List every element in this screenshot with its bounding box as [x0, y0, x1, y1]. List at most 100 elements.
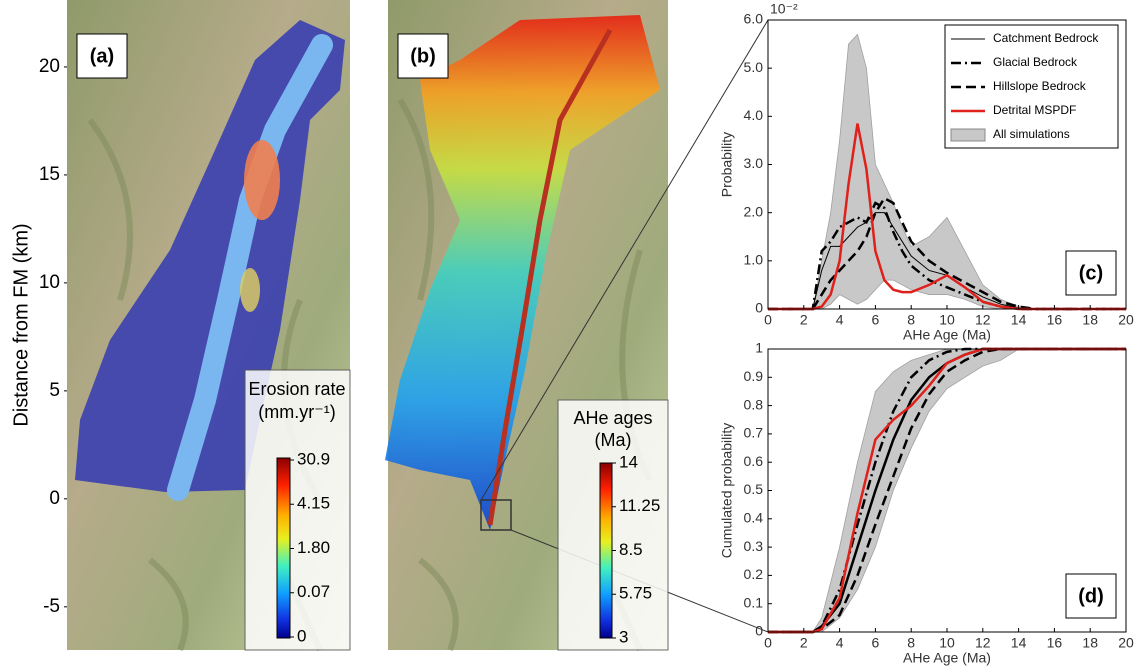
colorbar-tick-label: 4.15 [297, 494, 330, 513]
colorbar-tick-label: 0.07 [297, 582, 330, 601]
legend-label: Glacial Bedrock [993, 55, 1078, 69]
panel-label: (c) [1079, 262, 1103, 284]
legend-label: Catchment Bedrock [993, 31, 1099, 45]
y-tick-label: 1.0 [744, 252, 764, 268]
y-tick-label: 2.0 [744, 203, 764, 219]
y-tick-label: 0.2 [744, 566, 764, 582]
panel-label: (d) [1078, 585, 1104, 607]
band [768, 33, 1126, 310]
x-tick-label: 0 [764, 635, 772, 651]
colorbar-tick-label: 0 [297, 626, 306, 645]
relief [397, 98, 653, 652]
y-tick-label: 0.4 [744, 510, 764, 526]
y-tick-label: 0.7 [744, 425, 764, 441]
legend-label: Hillslope Bedrock [993, 79, 1087, 93]
y-axis-label: Distance from FM (km) [10, 223, 32, 426]
hotspot [240, 268, 260, 312]
panel-label: (a) [90, 45, 114, 67]
x-tick-label: 16 [1047, 635, 1063, 651]
line [768, 123, 1126, 311]
x-tick-label: 14 [1011, 312, 1027, 328]
colorbar-box [244, 369, 351, 651]
x-axis-label: AHe Age (Ma) [903, 327, 991, 343]
y-tick-label: -5 [43, 596, 60, 617]
x-tick-label: 8 [907, 312, 915, 328]
x-tick-label: 0 [764, 312, 772, 328]
colorbar-tick-label: 5.75 [619, 584, 652, 603]
hotspot [244, 140, 280, 220]
y-tick-label: 0 [49, 488, 60, 509]
y-tick-label: 20 [39, 56, 60, 77]
x-tick-label: 8 [907, 635, 915, 651]
y-tick-label: 0.1 [744, 594, 764, 610]
line [768, 196, 1126, 311]
y-tick-label: 1 [755, 340, 763, 356]
valley [487, 28, 613, 526]
colorbar-box [557, 399, 669, 651]
colorbar-tick-label: 14 [619, 452, 638, 471]
y-tick-label: 0.6 [744, 453, 764, 469]
age-map [385, 15, 660, 530]
x-tick-label: 16 [1047, 312, 1063, 328]
x-tick-label: 4 [836, 635, 844, 651]
legend-label: Detrital MSPDF [993, 103, 1076, 117]
map-b: (b) AHe ages (Ma) [385, 0, 769, 652]
y-tick-label: 0.8 [744, 396, 764, 412]
x-tick-label: 14 [1011, 635, 1027, 651]
y-tick-label: 0.3 [744, 538, 764, 554]
x-tick-label: 2 [800, 635, 808, 651]
x-tick-label: 18 [1082, 635, 1098, 651]
zoom-box [480, 499, 512, 531]
y-tick-label: 5.0 [744, 59, 764, 75]
panel-label-box [1065, 573, 1117, 619]
colorbar-title: Erosion rate [248, 379, 345, 399]
panel-label-box [397, 33, 449, 79]
colorbar-title: AHe ages [573, 408, 652, 428]
band [768, 348, 1126, 633]
panel-label-box [1065, 250, 1117, 296]
x-tick-label: 12 [975, 312, 991, 328]
x-axis-label: AHe Age (Ma) [903, 650, 991, 666]
y-tick-label: 3.0 [744, 155, 764, 171]
colorbar-tick-label: 30.9 [297, 449, 330, 468]
valley [167, 34, 333, 501]
colorbar [276, 457, 291, 639]
x-tick-label: 6 [872, 312, 880, 328]
x-tick-label: 20 [1118, 312, 1134, 328]
y-tick-label: 15 [39, 164, 60, 185]
colorbar-tick-label: 8.5 [619, 540, 643, 559]
y-multiplier: 10⁻² [770, 1, 798, 17]
x-tick-label: 18 [1082, 312, 1098, 328]
colorbar-tick-label: 3 [619, 627, 628, 646]
x-tick-label: 10 [939, 312, 955, 328]
colorbar-unit: (Ma) [595, 430, 632, 450]
legend-swatch [950, 128, 986, 142]
y-axis-label: Probability [719, 132, 735, 197]
colorbar-unit: (mm.yr⁻¹) [258, 402, 335, 422]
connector [480, 19, 769, 501]
line [768, 212, 1126, 310]
colorbar [599, 462, 613, 639]
x-tick-label: 20 [1118, 635, 1134, 651]
colorbar-tick-label: 11.25 [619, 496, 660, 515]
x-tick-label: 10 [939, 635, 955, 651]
x-tick-label: 12 [975, 635, 991, 651]
panel-label: (b) [410, 45, 436, 67]
y-tick-label: 0.5 [744, 481, 764, 497]
y-tick-label: 6.0 [744, 11, 764, 27]
x-tick-label: 2 [800, 312, 808, 328]
legend-label: All simulations [993, 127, 1070, 141]
y-tick-label: 10 [39, 272, 60, 293]
y-tick-label: 0 [755, 300, 763, 316]
y-tick-label: 0.9 [744, 368, 764, 384]
panel-label-box [76, 33, 128, 79]
colorbar-tick-label: 1.80 [297, 538, 330, 557]
x-tick-label: 4 [836, 312, 844, 328]
y-axis-label: Cumulated probability [719, 423, 735, 558]
map-a: (a) Distance from FM (km) Erosion rate (… [10, 0, 351, 652]
y-tick-label: 5 [49, 380, 60, 401]
y-tick-label: 0 [755, 623, 763, 639]
x-tick-label: 6 [872, 635, 880, 651]
y-tick-label: 4.0 [744, 107, 764, 123]
